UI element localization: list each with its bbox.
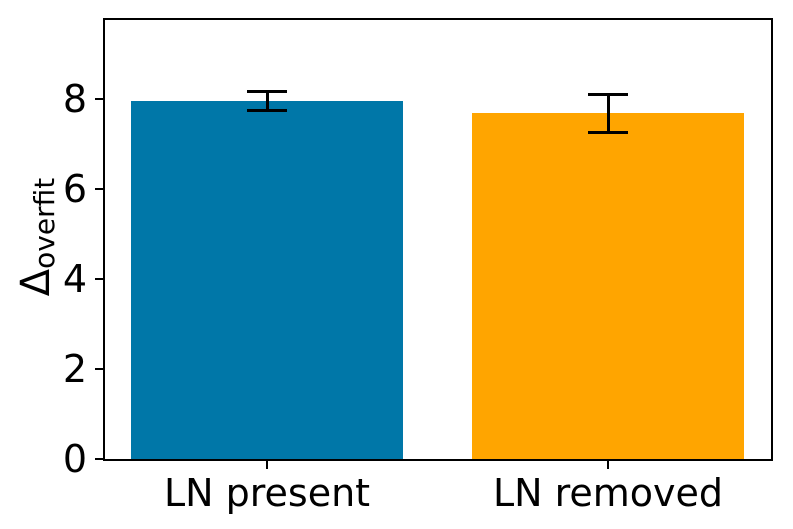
y-tick-mark bbox=[95, 187, 103, 190]
error-bar-cap-top bbox=[588, 92, 628, 96]
error-bar-cap-top bbox=[247, 89, 287, 93]
y-tick-label: 2 bbox=[62, 346, 87, 391]
x-tick-label: LN removed bbox=[492, 471, 724, 515]
y-tick-label: 6 bbox=[62, 166, 87, 211]
y-tick-label: 4 bbox=[62, 256, 87, 301]
y-tick-mark bbox=[95, 277, 103, 280]
error-bar-line bbox=[265, 91, 269, 111]
x-tick-mark bbox=[607, 461, 609, 469]
x-tick-mark bbox=[266, 461, 268, 469]
x-tick-label: LN present bbox=[163, 471, 371, 515]
bar-ln-removed bbox=[472, 113, 744, 459]
error-bar-line bbox=[606, 94, 610, 133]
y-tick-mark bbox=[95, 458, 103, 460]
y-tick-label: 0 bbox=[62, 437, 87, 481]
y-tick-mark bbox=[95, 367, 103, 370]
error-bar-cap-bottom bbox=[247, 109, 287, 113]
y-tick-label: 8 bbox=[62, 76, 87, 121]
plot-area: LN present LN removed 0 2 4 6 8 bbox=[63, 18, 773, 515]
error-bar-cap-bottom bbox=[588, 130, 628, 134]
y-tick-mark bbox=[95, 97, 103, 100]
bar-ln-present bbox=[131, 101, 403, 459]
